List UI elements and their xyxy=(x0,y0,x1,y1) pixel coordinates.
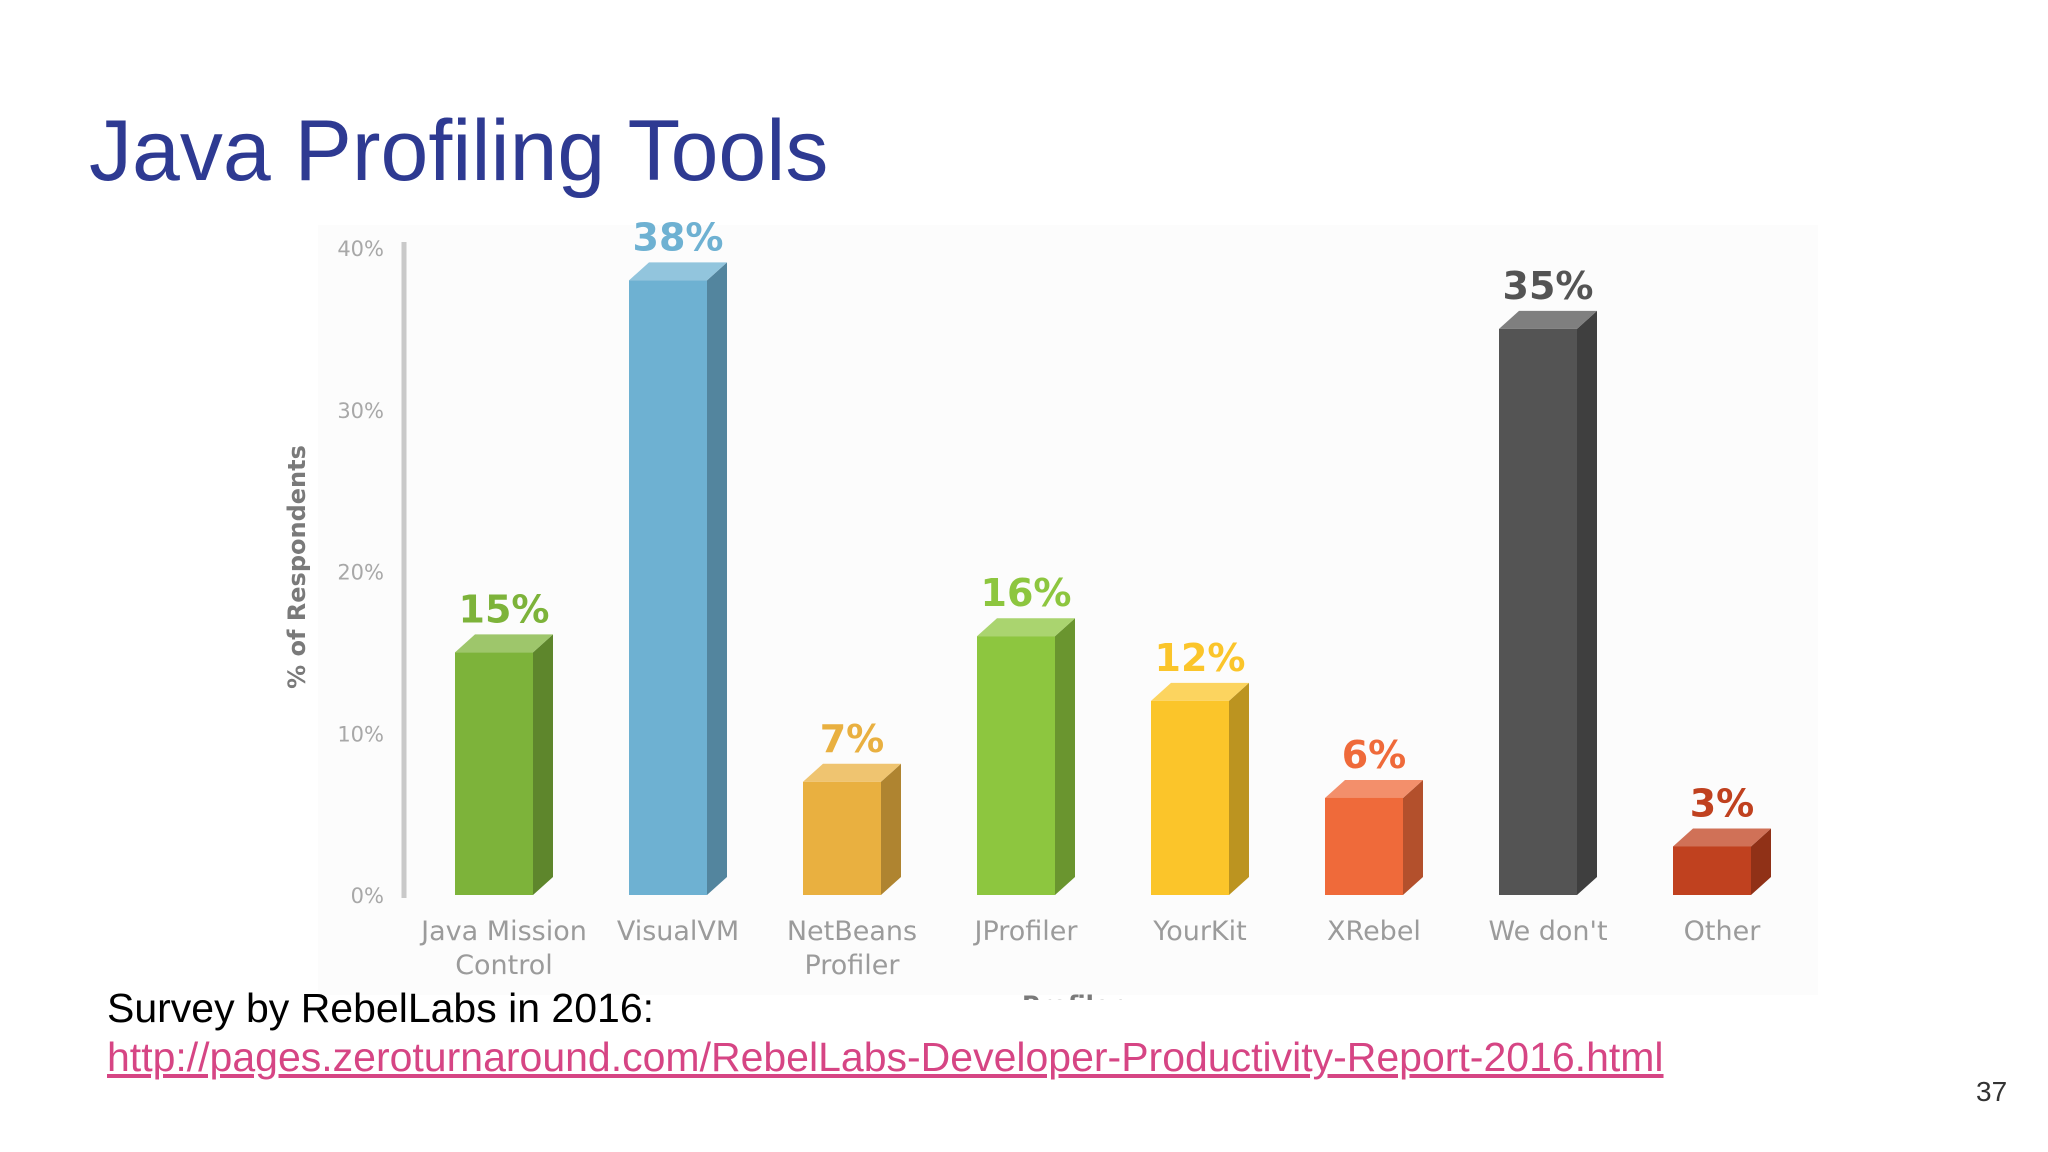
bar-value-label: 3% xyxy=(1690,781,1755,825)
bar-top xyxy=(455,634,553,653)
bar-top xyxy=(1499,310,1597,329)
bar-value-label: 6% xyxy=(1342,733,1407,777)
bar-side xyxy=(881,763,901,895)
category-label: NetBeans xyxy=(787,916,917,947)
bar-side xyxy=(1577,310,1597,895)
category-label: YourKit xyxy=(1152,916,1246,947)
bar-side xyxy=(1403,779,1423,895)
bar xyxy=(629,280,707,896)
bar-side xyxy=(707,262,727,896)
bar-group: 16% JProfiler xyxy=(972,571,1078,947)
category-label: XRebel xyxy=(1327,916,1421,947)
bar xyxy=(1499,328,1577,895)
bar xyxy=(1151,700,1229,895)
bar-side xyxy=(1229,682,1249,895)
category-label: Control xyxy=(455,950,553,981)
bar-value-label: 12% xyxy=(1155,636,1246,680)
y-tick-label: 30% xyxy=(337,399,384,423)
bar xyxy=(1325,797,1403,895)
bar-top xyxy=(803,763,901,782)
bar xyxy=(1673,846,1751,895)
bar-value-label: 38% xyxy=(633,215,724,259)
bar-group: 3% Other xyxy=(1673,781,1771,947)
bar-top xyxy=(1325,779,1423,798)
y-axis-title: % of Respondents xyxy=(283,445,311,689)
bar-top xyxy=(629,262,727,281)
y-tick-label: 10% xyxy=(337,722,384,746)
bar-side xyxy=(1751,828,1771,895)
bar-group: 38% VisualVM xyxy=(617,215,739,947)
category-label: JProfiler xyxy=(972,916,1078,947)
bar xyxy=(803,781,881,895)
source-label: Survey by RebelLabs in 2016: xyxy=(107,985,655,1031)
category-label: Java Mission xyxy=(419,916,587,947)
bar-group: 6% XRebel xyxy=(1325,733,1423,947)
x-axis-title: Profiler xyxy=(1022,991,1122,1000)
bar-group: 35% We don't xyxy=(1488,264,1607,947)
bar-side xyxy=(533,634,553,895)
bar-value-label: 7% xyxy=(820,717,885,761)
source-link[interactable]: http://pages.zeroturnaround.com/RebelLab… xyxy=(107,1034,1664,1080)
y-tick-label: 0% xyxy=(351,884,384,908)
bar-value-label: 16% xyxy=(981,571,1072,615)
y-axis-ticks: 0% 10% 20% 30% 40% xyxy=(337,237,384,908)
bar-group: 12% YourKit xyxy=(1151,636,1249,947)
page-number: 37 xyxy=(1976,1076,2008,1107)
category-label: VisualVM xyxy=(617,916,739,947)
slide-title: Java Profiling Tools xyxy=(89,103,829,199)
bar-top xyxy=(1151,682,1249,701)
bar xyxy=(455,652,533,895)
bar-top xyxy=(1673,828,1771,847)
bar-value-label: 35% xyxy=(1503,264,1594,308)
bar-side xyxy=(1055,618,1075,895)
bar-top xyxy=(977,618,1075,637)
category-label: Other xyxy=(1684,916,1762,947)
bar xyxy=(977,636,1055,895)
bar-value-label: 15% xyxy=(459,587,550,631)
y-tick-label: 20% xyxy=(337,561,384,585)
category-label: Profiler xyxy=(804,950,900,981)
y-tick-label: 40% xyxy=(337,237,384,261)
category-label: We don't xyxy=(1488,916,1607,947)
